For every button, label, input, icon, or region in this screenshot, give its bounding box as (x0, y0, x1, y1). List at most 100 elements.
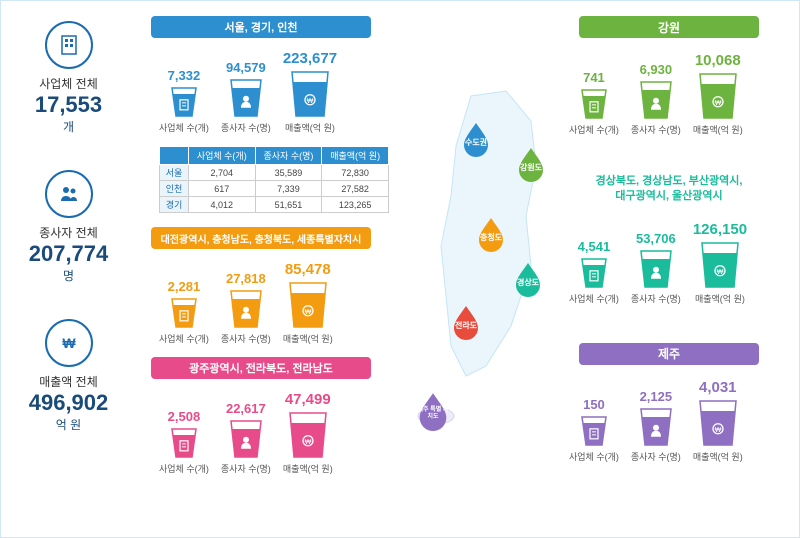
metro-td: 123,265 (322, 197, 389, 213)
middle-regions: 서울, 경기, 인천 7,332 사업체 수(개) 94,579 종사자 수(명… (151, 16, 421, 479)
jeju-wrk-cup: 2,125 종사자 수(명) (631, 389, 681, 463)
people-icon (45, 170, 93, 218)
metro-td: 72,830 (322, 165, 389, 181)
total-biz-label: 사업체 전체 (39, 75, 98, 92)
jeju-header: 제주 (579, 343, 759, 365)
jeolla-wrk-cup: 22,617 종사자 수(명) (221, 401, 271, 475)
won-icon: ₩ (45, 319, 93, 367)
gyeongsang-cups: 4,541 사업체 수(개) 53,706 종사자 수(명) 126,150 ₩… (569, 221, 789, 305)
jeolla-rev-value: 47,499 (285, 391, 331, 408)
drop-jeolla: 전라도 (451, 304, 481, 340)
jeolla-header: 광주광역시, 전라북도, 전라남도 (151, 357, 371, 379)
metro-biz-cup: 7,332 사업체 수(개) (159, 68, 209, 134)
jeju-biz-label: 사업체 수(개) (569, 450, 619, 463)
metro-td: 서울 (160, 165, 189, 181)
jeolla-wrk-value: 22,617 (226, 401, 266, 416)
metro-th: 종사자 수(명) (255, 147, 322, 165)
gangwon-rev-value: 10,068 (695, 52, 741, 69)
total-biz-value: 17,553 (35, 94, 102, 116)
gangwon-wrk-label: 종사자 수(명) (631, 123, 681, 136)
metro-td: 27,582 (322, 181, 389, 197)
metro-td: 7,339 (255, 181, 322, 197)
svg-text:₩: ₩ (714, 427, 721, 434)
metro-subtable: 사업체 수(개)종사자 수(명)매출액(억 원)서울2,70435,58972,… (159, 146, 389, 213)
metro-rev-value: 223,677 (283, 50, 337, 67)
metro-rev-cup: 223,677 ₩ 매출액(억 원) (283, 50, 337, 134)
gyeongsang-rev-label: 매출액(억 원) (695, 292, 745, 305)
gangwon-biz-label: 사업체 수(개) (569, 123, 619, 136)
svg-text:₩: ₩ (304, 309, 311, 316)
chungcheong-rev-value: 85,478 (285, 261, 331, 278)
drop-gyeong: 경상도 (513, 261, 543, 297)
total-businesses: 사업체 전체 17,553 개 (11, 21, 126, 135)
gyeongsang-wrk-label: 종사자 수(명) (631, 292, 681, 305)
gangwon-wrk-value: 6,930 (640, 62, 673, 77)
metro-header: 서울, 경기, 인천 (151, 16, 371, 38)
svg-text:₩: ₩ (717, 269, 724, 276)
drop-jeju: 제주 특별 자치도 (416, 391, 450, 431)
metro-biz-value: 7,332 (168, 68, 201, 83)
gangwon-biz-value: 741 (583, 70, 605, 85)
metro-th: 사업체 수(개) (188, 147, 255, 165)
chungcheong-wrk-cup: 27,818 종사자 수(명) (221, 271, 271, 345)
metro-td: 51,651 (255, 197, 322, 213)
metro-td: 4,012 (188, 197, 255, 213)
svg-text:₩: ₩ (304, 439, 311, 446)
drop-sudo: 수도권 (461, 121, 491, 157)
gangwon-rev-cup: 10,068 ₩ 매출액(억 원) (693, 52, 743, 136)
jeju-wrk-label: 종사자 수(명) (631, 450, 681, 463)
metro-td: 경기 (160, 197, 189, 213)
total-rev-label: 매출액 전체 (39, 373, 98, 390)
map-area: 수도권 강원도 충청도 경상도 전라도 제주 특별 자치도 (421, 46, 551, 396)
chungcheong-biz-value: 2,281 (168, 279, 201, 294)
jeolla-cups: 2,508 사업체 수(개) 22,617 종사자 수(명) 47,499 ₩ … (159, 391, 421, 475)
gangwon-wrk-cup: 6,930 종사자 수(명) (631, 62, 681, 136)
total-wrk-label: 종사자 전체 (39, 224, 98, 241)
jeju-rev-label: 매출액(억 원) (693, 450, 743, 463)
gangwon-cups: 741 사업체 수(개) 6,930 종사자 수(명) 10,068 ₩ 매출액… (569, 52, 789, 136)
metro-td: 35,589 (255, 165, 322, 181)
metro-td: 인천 (160, 181, 189, 197)
gyeongsang-wrk-value: 53,706 (636, 231, 676, 246)
total-wrk-unit: 명 (63, 267, 74, 284)
metro-th: 매출액(억 원) (322, 147, 389, 165)
total-biz-unit: 개 (63, 118, 74, 135)
jeju-wrk-value: 2,125 (640, 389, 673, 404)
svg-text:₩: ₩ (307, 98, 314, 105)
total-wrk-value: 207,774 (29, 243, 109, 265)
jeju-rev-cup: 4,031 ₩ 매출액(억 원) (693, 379, 743, 463)
chungcheong-rev-label: 매출액(억 원) (283, 332, 333, 345)
metro-wrk-label: 종사자 수(명) (221, 121, 271, 134)
gyeongsang-biz-value: 4,541 (578, 239, 611, 254)
building-icon (45, 21, 93, 69)
jeju-biz-cup: 150 사업체 수(개) (569, 397, 619, 463)
gyeongsang-rev-value: 126,150 (693, 221, 747, 238)
jeolla-rev-cup: 47,499 ₩ 매출액(억 원) (283, 391, 333, 475)
drop-chung: 충청도 (476, 216, 506, 252)
drop-gangwon: 강원도 (516, 146, 546, 182)
jeolla-biz-value: 2,508 (168, 409, 201, 424)
total-workers: 종사자 전체 207,774 명 (11, 170, 126, 284)
total-rev-unit: 억 원 (56, 416, 81, 433)
gyeongsang-wrk-cup: 53,706 종사자 수(명) (631, 231, 681, 305)
metro-cups: 7,332 사업체 수(개) 94,579 종사자 수(명) 223,677 ₩… (159, 50, 421, 134)
gyeongsang-sub1: 경상북도, 경상남도, 부산광역시, (596, 175, 743, 187)
chungcheong-rev-cup: 85,478 ₩ 매출액(억 원) (283, 261, 333, 345)
gangwon-header: 강원 (579, 16, 759, 38)
metro-th (160, 147, 189, 165)
gyeongsang-rev-cup: 126,150 ₩ 매출액(억 원) (693, 221, 747, 305)
total-rev-value: 496,902 (29, 392, 109, 414)
metro-wrk-value: 94,579 (226, 60, 266, 75)
jeolla-biz-label: 사업체 수(개) (159, 462, 209, 475)
chungcheong-cups: 2,281 사업체 수(개) 27,818 종사자 수(명) 85,478 ₩ … (159, 261, 421, 345)
chungcheong-wrk-value: 27,818 (226, 271, 266, 286)
svg-text:₩: ₩ (62, 335, 76, 351)
metro-wrk-cup: 94,579 종사자 수(명) (221, 60, 271, 134)
chungcheong-wrk-label: 종사자 수(명) (221, 332, 271, 345)
total-revenue: ₩ 매출액 전체 496,902 억 원 (11, 319, 126, 433)
jeolla-rev-label: 매출액(억 원) (283, 462, 333, 475)
jeju-cups: 150 사업체 수(개) 2,125 종사자 수(명) 4,031 ₩ 매출액(… (569, 379, 789, 463)
metro-biz-label: 사업체 수(개) (159, 121, 209, 134)
chungcheong-biz-cup: 2,281 사업체 수(개) (159, 279, 209, 345)
gyeongsang-biz-label: 사업체 수(개) (569, 292, 619, 305)
